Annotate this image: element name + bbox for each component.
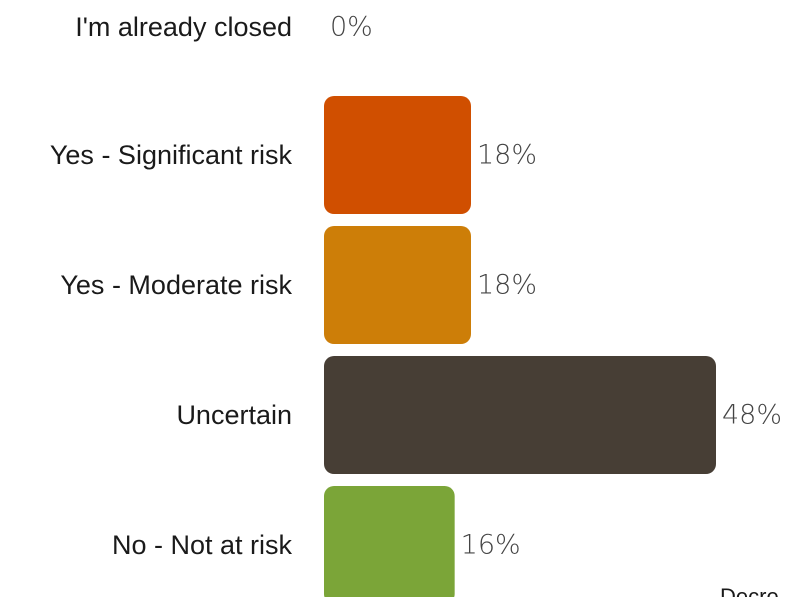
value-label-4: 16% — [461, 530, 521, 561]
bar-2 — [324, 226, 471, 344]
category-label-0: I'm already closed — [75, 12, 292, 42]
clipped-footer-text: Decre — [720, 584, 779, 597]
value-label-0: 0% — [330, 12, 373, 43]
category-label-4: No - Not at risk — [112, 530, 293, 560]
category-label-2: Yes - Moderate risk — [60, 270, 292, 300]
category-label-3: Uncertain — [176, 400, 292, 430]
value-label-1: 18% — [477, 140, 537, 171]
bar-4 — [324, 486, 455, 597]
value-label-3: 48% — [722, 400, 782, 431]
bar-1 — [324, 96, 471, 214]
bars-group — [324, 96, 716, 597]
category-label-1: Yes - Significant risk — [50, 140, 293, 170]
bar-3 — [324, 356, 716, 474]
value-label-2: 18% — [477, 270, 537, 301]
labels-group: I'm already closed 0% Yes - Significant ri… — [50, 12, 782, 561]
